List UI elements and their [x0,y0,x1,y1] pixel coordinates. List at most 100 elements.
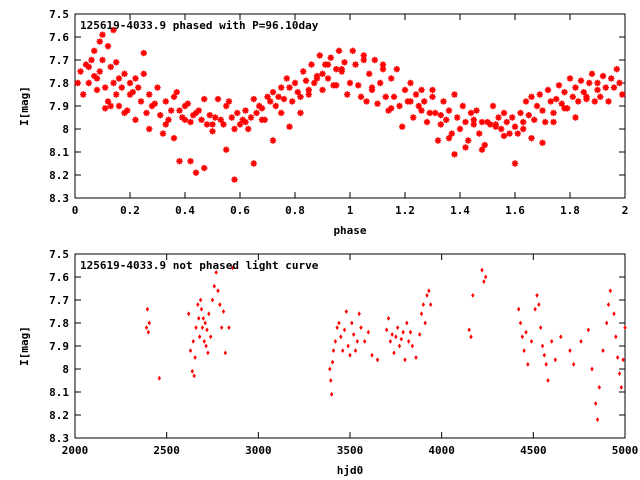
data-point [201,316,206,321]
data-point [522,348,526,353]
data-point [186,311,191,317]
data-point [421,302,426,307]
data-point [275,93,282,100]
x-tick-label: 1.8 [560,204,580,217]
data-point [181,116,189,123]
data-point [102,105,109,112]
data-point [482,279,486,284]
data-point [390,332,394,337]
data-point [593,401,598,406]
data-point [357,93,365,100]
data-point [107,102,114,110]
data-point [410,114,417,121]
data-point [454,114,461,121]
data-point [218,302,222,307]
data-point [473,107,480,114]
data-point [258,116,266,123]
data-point [319,70,326,77]
data-point [331,348,336,353]
data-point [547,98,554,105]
data-point [544,362,548,367]
data-point [525,112,532,119]
data-point [170,93,178,100]
data-point [506,130,513,137]
data-point [559,334,563,340]
data-point [379,66,387,73]
data-point [223,350,228,356]
data-point [500,109,508,117]
data-point [462,144,469,151]
data-point [579,339,583,344]
data-point [236,121,244,128]
data-point [426,109,433,117]
data-point [572,114,579,121]
y-tick-label: 7.6 [49,271,69,284]
data-point [480,267,484,273]
data-point [110,79,117,87]
data-point [414,355,418,360]
data-point [623,325,627,330]
data-point [370,352,374,358]
data-point [419,311,424,317]
data-point [191,339,195,344]
data-point [204,343,208,349]
data-point [509,114,516,121]
data-point [588,70,596,77]
data-point [535,293,539,298]
data-point [324,75,332,82]
data-point [403,357,407,363]
y-tick-label: 7.8 [49,77,69,90]
data-point [415,102,422,110]
data-point [346,79,354,87]
data-point [484,118,491,126]
data-point [190,112,197,119]
data-point [313,75,321,82]
data-point [390,93,398,100]
data-point [516,306,521,312]
data-point [187,118,194,126]
data-point [173,89,180,96]
data-point [162,98,169,105]
data-point [445,107,453,114]
data-point [212,283,217,289]
data-point [476,130,483,137]
x-tick-label: 2000 [62,444,89,457]
data-point [489,102,497,110]
data-point [269,137,277,144]
data-point [283,75,290,82]
data-point [85,79,92,87]
x-tick-label: 2 [622,204,629,217]
data-point [388,339,393,344]
data-point [558,100,565,107]
data-point [368,84,376,91]
data-point [337,320,341,326]
data-point [353,348,358,353]
data-point [349,47,356,54]
x-tick-label: 4000 [428,444,455,457]
data-point [342,327,347,333]
data-point [517,109,524,117]
data-point [333,339,338,344]
data-point [85,63,92,71]
data-point [608,288,613,294]
data-point [221,309,226,314]
data-point [115,75,123,82]
y-tick-label: 7.5 [49,8,69,21]
data-point [451,91,458,98]
data-point [140,49,147,57]
data-point [333,66,340,73]
data-point [542,118,549,126]
data-point [418,86,425,94]
data-point [514,130,521,137]
data-point [469,334,473,340]
x-tick-label: 0.4 [175,204,195,217]
data-point [526,362,530,367]
data-point [533,306,537,312]
data-point [366,329,371,335]
data-point [154,84,161,91]
data-point [308,61,315,68]
data-point [165,116,172,123]
data-point [201,164,208,172]
x-tick-label: 0.2 [120,204,140,217]
